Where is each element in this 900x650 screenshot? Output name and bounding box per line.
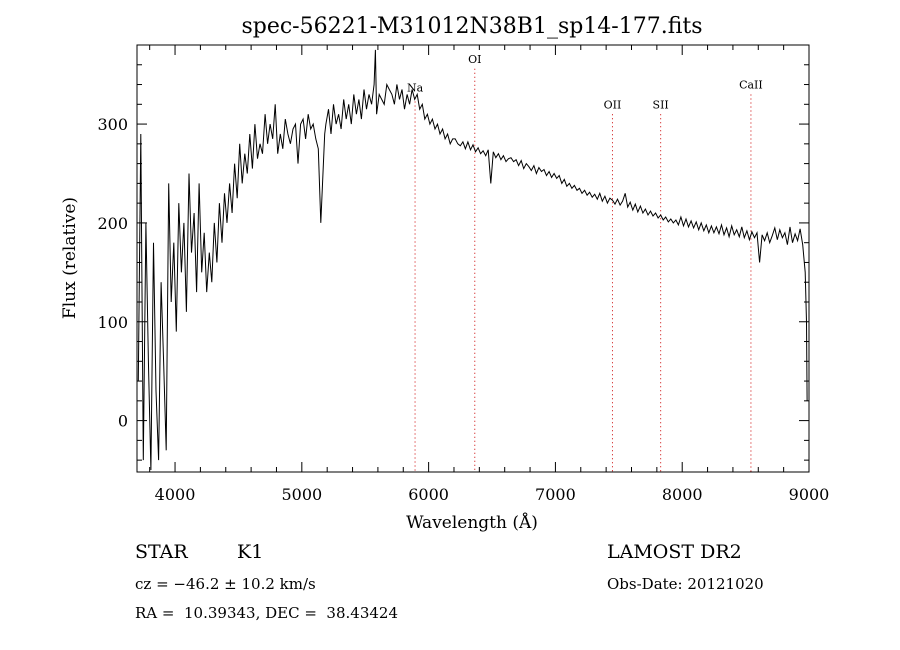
x-axis: 4000 5000 6000 7000 8000 9000 bbox=[149, 45, 830, 504]
x-tick-label: 7000 bbox=[535, 485, 576, 504]
y-axis-label: Flux (relative) bbox=[60, 197, 80, 319]
spectrum-series bbox=[137, 49, 808, 471]
y-tick-label: 0 bbox=[118, 412, 128, 431]
y-axis: 0 100 200 300 bbox=[97, 64, 809, 461]
line-label-na: Na bbox=[407, 81, 424, 94]
x-tick-label: 4000 bbox=[155, 485, 196, 504]
y-tick-label: 100 bbox=[97, 313, 128, 332]
object-class: STAR bbox=[135, 541, 188, 563]
line-label-oi: OI bbox=[468, 53, 481, 66]
y-tick-label: 200 bbox=[97, 214, 128, 233]
x-tick-label: 9000 bbox=[789, 485, 830, 504]
line-label-sii: SII bbox=[653, 98, 669, 111]
survey-label: LAMOST DR2 bbox=[607, 541, 742, 563]
plot-frame bbox=[136, 44, 810, 473]
observation-date: Obs-Date: 20121020 bbox=[607, 575, 764, 593]
redshift-velocity: cz = −46.2 ± 10.2 km/s bbox=[135, 575, 316, 593]
line-label-caii: CaII bbox=[739, 78, 763, 91]
x-tick-label: 8000 bbox=[662, 485, 703, 504]
x-axis-label: Wavelength (Å) bbox=[406, 512, 538, 533]
object-subclass: K1 bbox=[237, 541, 264, 563]
y-tick-label: 300 bbox=[97, 115, 128, 134]
chart-title: spec-56221-M31012N38B1_sp14-177.fits bbox=[241, 14, 702, 39]
line-label-oii: OII bbox=[604, 98, 622, 111]
x-tick-label: 5000 bbox=[281, 485, 322, 504]
x-tick-label: 6000 bbox=[408, 485, 449, 504]
sky-coordinates: RA = 10.39343, DEC = 38.43424 bbox=[135, 604, 399, 622]
emission-line-markers: Na OI OII SII CaII bbox=[407, 53, 763, 472]
spectrum-line bbox=[137, 49, 808, 471]
